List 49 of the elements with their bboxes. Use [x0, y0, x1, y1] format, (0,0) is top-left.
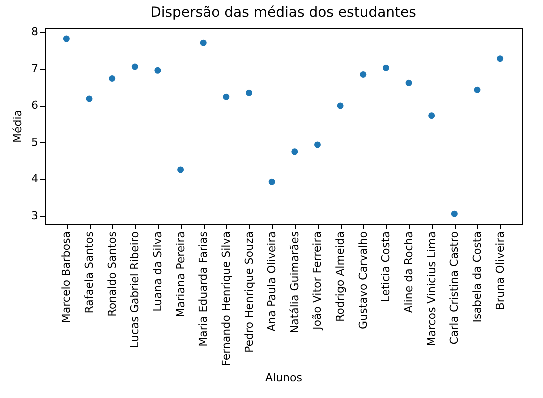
point	[474, 86, 481, 94]
x-tick-label: Natália Guimarães	[288, 231, 302, 334]
x-tick-label: Maria Eduarda Farias	[197, 231, 210, 347]
x-tick-label: Luana da Silva	[151, 232, 164, 312]
point	[132, 64, 138, 70]
x-tick-label: Rodrigo Almeida	[334, 232, 348, 322]
x-tick-label: Leticia Costa	[380, 232, 393, 302]
x-tick-label: Rafaela Santos	[83, 231, 96, 314]
point	[200, 40, 207, 46]
x-tick-label: Bruna Oliveira	[494, 232, 507, 310]
x-axis-title: Alunos	[266, 371, 303, 384]
x-tick-label: Fernando Henrique Silva	[220, 232, 233, 366]
x-tick-label: Gustavo Carvalho	[356, 231, 370, 330]
point	[223, 94, 230, 100]
x-tick-label: João Vitor Ferreira	[311, 232, 324, 332]
point	[292, 148, 298, 156]
point	[360, 71, 367, 78]
point	[178, 166, 184, 174]
x-tick-label: Ana Paula Oliveira	[266, 232, 279, 332]
point	[314, 142, 321, 148]
point	[451, 210, 458, 218]
point	[268, 178, 276, 186]
point	[246, 90, 253, 96]
x-tick-label: Isabela da Costa	[470, 232, 484, 323]
y-axis-title: Média	[12, 110, 24, 144]
point	[109, 76, 116, 82]
x-tick-label: Lucas Gabriel Ribeiro	[128, 231, 142, 348]
point	[337, 102, 344, 110]
point	[497, 56, 504, 62]
x-tick-label: Aline da Rocha	[402, 232, 416, 314]
x-tick-label: Ronaldo Santos	[106, 231, 119, 317]
x-tick-label: Marcelo Barbosa	[60, 232, 74, 324]
y-tick-label: 6	[32, 99, 38, 112]
point	[86, 96, 93, 102]
point	[154, 67, 162, 74]
point	[428, 112, 436, 120]
y-tick-label: 7	[32, 62, 38, 76]
y-tick-label: 4	[32, 172, 38, 186]
y-tick-label: 5	[32, 136, 38, 149]
x-tick-label: Pedro Henrique Souza	[242, 232, 256, 354]
point	[382, 64, 390, 72]
y-tick-label: 8	[32, 26, 38, 39]
x-tick-label: Carla Cristina Castro	[448, 231, 462, 345]
x-tick-label: Marcos Vinicius Lima	[425, 232, 438, 346]
point	[63, 36, 70, 42]
chart-title: Dispersão das médias dos estudantes	[150, 5, 416, 22]
y-tick-label: 3	[32, 209, 38, 222]
point	[406, 80, 412, 86]
x-tick-label: Mariana Pereira	[174, 232, 188, 318]
